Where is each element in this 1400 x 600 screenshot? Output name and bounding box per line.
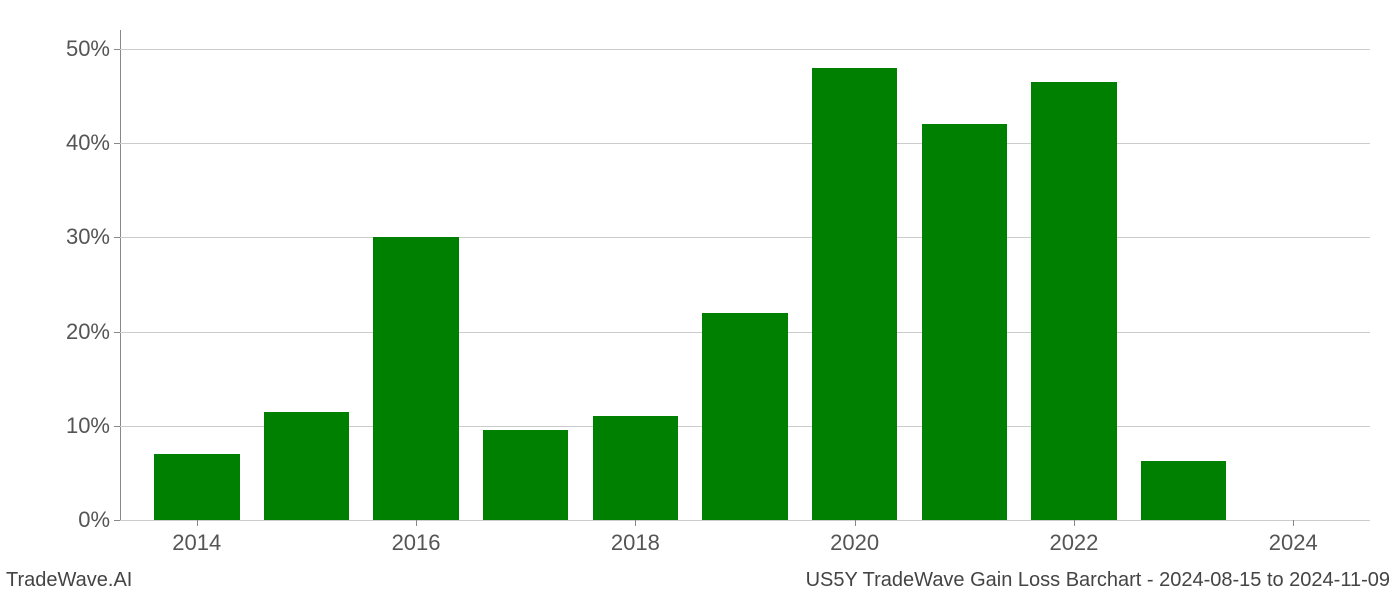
x-tick-mark: [416, 520, 417, 526]
y-tick-label: 30%: [40, 224, 110, 250]
y-tick-label: 40%: [40, 130, 110, 156]
gridline: [120, 237, 1370, 238]
y-tick-label: 50%: [40, 36, 110, 62]
chart-plot-area: [120, 30, 1370, 520]
x-tick-label: 2016: [392, 530, 441, 556]
x-tick-mark: [855, 520, 856, 526]
bar: [1141, 461, 1227, 520]
bar: [264, 412, 350, 520]
gridline: [120, 520, 1370, 521]
bar: [483, 430, 569, 520]
bar: [373, 237, 459, 520]
bar: [812, 68, 898, 520]
x-tick-label: 2024: [1269, 530, 1318, 556]
x-tick-label: 2018: [611, 530, 660, 556]
x-tick-mark: [635, 520, 636, 526]
y-tick-mark: [114, 426, 120, 427]
x-tick-mark: [1293, 520, 1294, 526]
bars-layer: [120, 30, 1370, 520]
x-tick-label: 2022: [1049, 530, 1098, 556]
footer-brand: TradeWave.AI: [6, 569, 132, 592]
bar: [922, 124, 1008, 520]
y-tick-label: 0%: [40, 507, 110, 533]
bar: [154, 454, 240, 520]
bar: [593, 416, 679, 520]
footer-caption: US5Y TradeWave Gain Loss Barchart - 2024…: [806, 569, 1390, 592]
y-tick-label: 20%: [40, 319, 110, 345]
y-tick-mark: [114, 520, 120, 521]
x-tick-label: 2020: [830, 530, 879, 556]
y-tick-label: 10%: [40, 413, 110, 439]
y-tick-mark: [114, 237, 120, 238]
gridline: [120, 49, 1370, 50]
gridline: [120, 143, 1370, 144]
x-tick-mark: [197, 520, 198, 526]
bar: [702, 313, 788, 520]
x-tick-mark: [1074, 520, 1075, 526]
y-tick-mark: [114, 332, 120, 333]
y-tick-mark: [114, 49, 120, 50]
y-tick-mark: [114, 143, 120, 144]
bar: [1031, 82, 1117, 520]
x-tick-label: 2014: [172, 530, 221, 556]
